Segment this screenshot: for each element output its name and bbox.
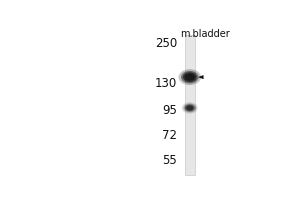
Bar [184,35,195,175]
Ellipse shape [183,72,196,82]
Ellipse shape [186,105,193,110]
Ellipse shape [185,74,195,81]
Ellipse shape [178,69,201,85]
Ellipse shape [182,102,198,114]
Ellipse shape [184,103,196,112]
Polygon shape [198,75,204,79]
Text: 130: 130 [155,77,177,90]
Text: 250: 250 [155,37,177,50]
Text: m.bladder: m.bladder [180,29,230,39]
Text: 95: 95 [162,104,177,117]
Ellipse shape [181,71,199,83]
Text: 72: 72 [162,129,177,142]
Ellipse shape [185,104,195,111]
Text: 55: 55 [162,154,177,167]
